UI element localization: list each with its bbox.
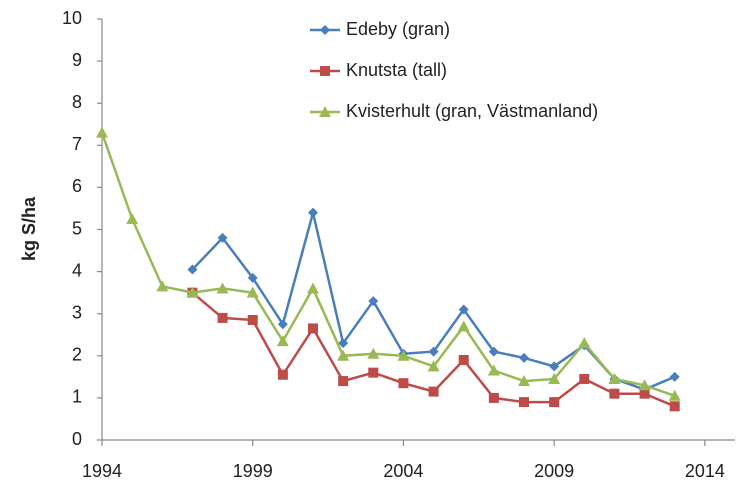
marker: [458, 304, 469, 315]
y-tick-label: 0: [72, 429, 82, 449]
marker: [277, 319, 288, 330]
marker: [579, 373, 590, 384]
marker: [548, 372, 561, 384]
y-tick-label: 6: [72, 176, 82, 196]
marker: [669, 371, 680, 382]
y-tick-label: 5: [72, 218, 82, 238]
marker: [608, 372, 621, 384]
marker: [398, 378, 409, 389]
x-tick-label: 1994: [82, 461, 122, 481]
marker: [458, 355, 469, 366]
marker: [488, 346, 499, 357]
marker: [578, 337, 591, 349]
y-axis-label: kg S/ha: [19, 196, 39, 261]
marker: [96, 126, 108, 138]
marker: [216, 282, 229, 294]
marker: [487, 364, 500, 376]
marker: [457, 320, 470, 332]
marker: [217, 232, 228, 243]
marker: [367, 347, 380, 359]
marker: [519, 352, 529, 363]
x-tick-label: 1999: [233, 461, 273, 481]
marker: [308, 323, 318, 334]
marker: [338, 338, 349, 349]
y-tick-label: 3: [72, 302, 82, 322]
x-tick-label: 2014: [685, 461, 725, 481]
marker: [187, 264, 198, 275]
marker: [549, 361, 560, 372]
legend-label: Kvisterhult (gran, Västmanland): [346, 101, 598, 121]
marker: [247, 272, 258, 283]
marker: [368, 296, 379, 307]
marker: [217, 312, 228, 323]
series-line: [100, 132, 676, 397]
marker: [307, 282, 319, 294]
marker: [337, 349, 350, 361]
x-tick-label: 2009: [534, 461, 574, 481]
marker: [518, 375, 530, 387]
marker: [186, 286, 199, 298]
legend-label: Knutsta (tall): [346, 60, 447, 80]
y-tick-label: 4: [72, 260, 82, 280]
marker: [488, 392, 499, 403]
marker: [126, 212, 139, 224]
y-tick-label: 2: [72, 345, 82, 365]
marker: [397, 349, 410, 361]
x-tick-label: 2004: [383, 461, 423, 481]
legend-marker: [319, 106, 331, 117]
y-tick-label: 8: [72, 92, 82, 112]
marker: [668, 389, 681, 401]
marker: [247, 315, 258, 326]
legend-label: Edeby (gran): [346, 19, 450, 39]
marker: [246, 286, 259, 298]
marker: [156, 280, 169, 292]
y-tick-label: 10: [62, 8, 82, 28]
marker: [368, 367, 379, 378]
marker: [276, 335, 289, 347]
marker: [549, 397, 560, 408]
marker: [338, 376, 349, 387]
y-tick-label: 9: [72, 50, 82, 70]
y-tick-label: 7: [72, 134, 82, 154]
marker: [639, 388, 650, 399]
y-tick-label: 1: [72, 387, 82, 407]
marker: [428, 386, 439, 397]
legend-marker: [320, 66, 330, 76]
marker: [427, 360, 440, 372]
marker: [638, 379, 651, 391]
legend-marker: [320, 25, 330, 35]
marker: [519, 397, 529, 408]
marker: [428, 346, 439, 357]
marker: [277, 369, 288, 380]
marker: [308, 207, 318, 218]
marker: [609, 388, 620, 399]
marker: [669, 401, 680, 412]
